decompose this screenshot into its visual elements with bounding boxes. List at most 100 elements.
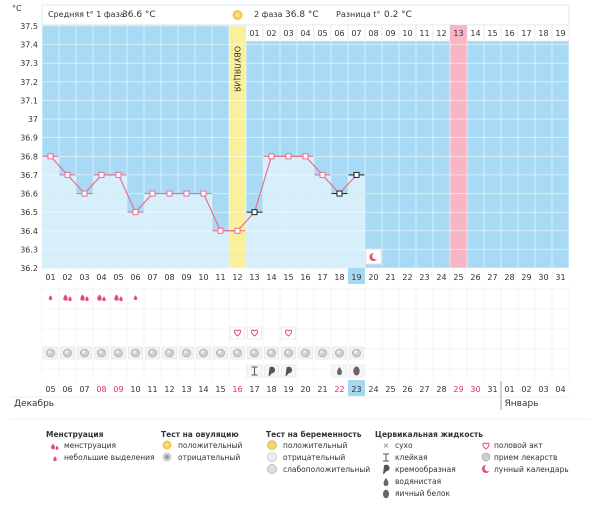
phase2-day-label: 06 [334, 29, 344, 38]
diff-value: 0.2 °C [384, 10, 412, 20]
y-tick-label: 37.3 [20, 59, 38, 68]
legend-menstruation-icon [55, 445, 59, 450]
temp-point [64, 171, 71, 178]
legend-ovtest-pos-label: положительный [178, 441, 243, 450]
temp-bar [92, 174, 111, 269]
legend-sex-icon [482, 442, 490, 450]
temp-bar [126, 211, 145, 269]
cycle-day-label: 23 [419, 273, 429, 282]
sex-cell [281, 326, 296, 340]
temp-point [268, 153, 275, 160]
calendar-date-label: 25 [385, 385, 395, 394]
legend-pregtest-neg-icon [267, 452, 277, 462]
phase2-day-label: 05 [317, 29, 327, 38]
cycle-day-label: 16 [300, 273, 310, 282]
pill-icon [303, 350, 306, 354]
legend-pregtest-neg-label: отрицательный [283, 453, 345, 462]
temp-bar [313, 174, 332, 269]
calendar-date-label: 16 [232, 385, 242, 394]
temp-point [319, 171, 326, 178]
pill-icon [133, 350, 136, 354]
cycle-day-label: 11 [215, 273, 225, 282]
cycle-day-label: 12 [232, 273, 242, 282]
y-axis-unit: °C [12, 4, 22, 13]
cycle-day-label: 26 [470, 273, 480, 282]
temp-point [149, 190, 156, 197]
legend-pregtest-weak-icon [267, 464, 277, 474]
calendar-date-label: 26 [402, 385, 412, 394]
temp-point [353, 171, 360, 178]
calendar-date-label: 04 [555, 385, 565, 394]
temp-point [132, 209, 139, 216]
ovulation-label: ОВУЛЯЦИЯ [233, 46, 242, 92]
legend-fluid-sticky-label: клейкая [395, 453, 427, 462]
phase2-day-label: 13 [453, 29, 463, 38]
cycle-day-label: 07 [147, 273, 157, 282]
menstruation-drop-icon [63, 294, 68, 301]
cycle-day-label: 21 [385, 273, 395, 282]
phase2-day-label: 17 [521, 29, 531, 38]
menstruation-drop-icon [68, 296, 72, 302]
phase2-day-label: 14 [470, 29, 480, 38]
legend-pills-icon [481, 452, 491, 462]
cycle-day-label: 10 [198, 273, 208, 282]
cycle-day-label: 31 [555, 273, 565, 282]
cycle-day-label: 18 [334, 273, 344, 282]
phase2-day-label: 11 [419, 29, 429, 38]
menstruation-drop-icon [97, 294, 102, 301]
y-tick-label: 37.2 [20, 78, 38, 87]
menstruation-drop-icon [102, 296, 106, 302]
calendar-date-label: 29 [453, 385, 463, 394]
temp-point [166, 190, 173, 197]
legend-fluid-eggwhite-label: яичный белок [395, 489, 451, 498]
phase2-day-label: 16 [504, 29, 514, 38]
cycle-day-label: 08 [164, 273, 174, 282]
phase2-day-label: 12 [436, 29, 446, 38]
cycle-day-label: 03 [79, 273, 89, 282]
temp-point [336, 190, 343, 197]
legend-spotting-icon [53, 456, 57, 462]
calendar-date-label: 06 [62, 385, 72, 394]
calendar-date-label: 21 [317, 385, 327, 394]
fluid-creamy-icon [268, 366, 275, 377]
legend-pills-label: прием лекарств [494, 453, 557, 462]
cycle-day-label: 25 [453, 273, 463, 282]
temp-point [251, 209, 258, 216]
calendar-date-label: 01 [504, 385, 514, 394]
calendar-date-label: 18 [266, 385, 276, 394]
legend-pregtest-pos-label: положительный [283, 441, 348, 450]
ovulation-sun-icon [235, 12, 240, 18]
temp-point [47, 153, 54, 160]
temp-point [115, 171, 122, 178]
legend-sex-label: половой акт [494, 441, 543, 450]
y-tick-label: 36.3 [20, 245, 38, 254]
today-cell [348, 268, 365, 284]
marked-day-column [450, 25, 467, 268]
fluid-eggwhite-icon [353, 366, 360, 376]
calendar-date-label: 03 [538, 385, 548, 394]
y-tick-label: 36.9 [20, 134, 38, 143]
pill-icon [286, 350, 289, 354]
phase1-label: Средняя t° 1 фаза [48, 10, 125, 19]
y-tick-label: 37.1 [20, 96, 38, 105]
fluid-sticky-icon [251, 366, 258, 376]
phase2-day-cell [551, 24, 570, 42]
y-tick-label: 37.5 [20, 22, 38, 31]
calendar-date-label: 11 [147, 385, 157, 394]
heart-icon [234, 329, 241, 337]
y-tick-label: 36.8 [20, 152, 38, 161]
pill-icon [354, 350, 357, 354]
pill-icon [150, 350, 153, 354]
cycle-day-label: 22 [402, 273, 412, 282]
phase2-day-label: 01 [249, 29, 259, 38]
calendar-date-label: 10 [130, 385, 140, 394]
pill-icon [218, 350, 221, 354]
calendar-date-label: 13 [181, 385, 191, 394]
temp-bar [245, 211, 264, 269]
legend-menstruation-icon [51, 443, 55, 450]
calendar-date-label: 09 [113, 385, 123, 394]
calendar-date-label: 23 [351, 385, 361, 394]
y-tick-label: 36.2 [20, 264, 38, 273]
pill-icon [337, 350, 340, 354]
